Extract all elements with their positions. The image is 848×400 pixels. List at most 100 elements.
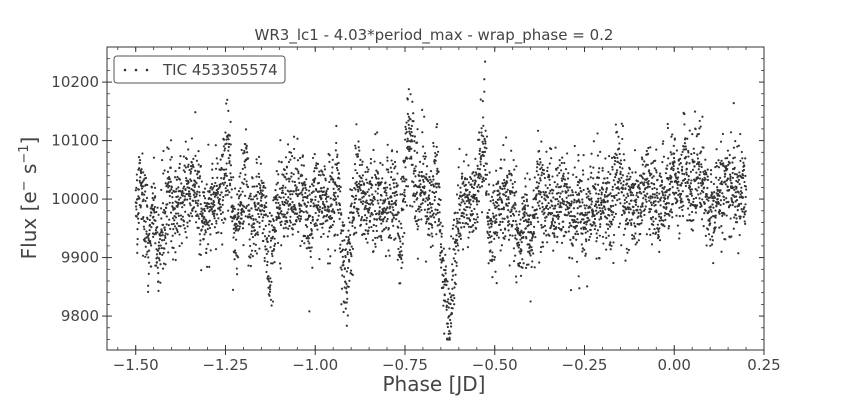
- data-point: [492, 202, 495, 205]
- data-point: [224, 172, 227, 175]
- data-point: [280, 160, 283, 164]
- data-point: [298, 181, 301, 184]
- data-point: [304, 234, 307, 238]
- data-point: [677, 193, 680, 197]
- data-point: [269, 220, 272, 223]
- data-point: [317, 181, 321, 185]
- data-point: [572, 201, 575, 204]
- data-point: [303, 203, 306, 206]
- data-point: [419, 189, 423, 192]
- data-point: [380, 236, 383, 239]
- data-point: [545, 234, 548, 237]
- data-point: [388, 207, 391, 210]
- data-point: [201, 212, 204, 215]
- data-point: [530, 265, 533, 269]
- data-point: [454, 273, 457, 276]
- data-point: [656, 196, 659, 200]
- data-point: [427, 180, 430, 183]
- data-point: [261, 216, 265, 219]
- data-point: [303, 242, 306, 245]
- data-point: [258, 247, 261, 250]
- data-point: [744, 174, 747, 177]
- data-point: [376, 131, 379, 134]
- data-point: [438, 186, 441, 189]
- data-point: [152, 222, 155, 225]
- data-point: [557, 191, 560, 194]
- data-point: [401, 235, 404, 238]
- data-point: [691, 158, 694, 161]
- data-point: [221, 211, 224, 214]
- x-tick-label: 0.25: [747, 356, 780, 374]
- data-point: [504, 228, 507, 231]
- data-point: [225, 168, 228, 171]
- data-point: [721, 183, 724, 186]
- data-point: [638, 187, 641, 190]
- data-point: [621, 137, 624, 141]
- data-point: [721, 132, 725, 136]
- data-point: [137, 188, 140, 191]
- data-point: [615, 193, 618, 197]
- data-point: [163, 169, 166, 172]
- data-point: [149, 214, 152, 217]
- data-point: [656, 223, 659, 226]
- data-point: [448, 314, 451, 318]
- x-tick-label: −0.50: [472, 356, 518, 374]
- data-point: [525, 237, 528, 240]
- data-point: [536, 187, 539, 190]
- data-point: [511, 234, 514, 237]
- data-point: [718, 176, 722, 179]
- data-point: [300, 191, 303, 194]
- data-point: [211, 162, 214, 165]
- data-point: [582, 188, 585, 192]
- data-point: [622, 194, 625, 197]
- data-point: [164, 210, 167, 213]
- data-point: [676, 183, 679, 186]
- data-point: [184, 188, 187, 192]
- data-point: [613, 163, 616, 166]
- data-point: [473, 174, 476, 177]
- data-point: [147, 261, 151, 264]
- data-point: [608, 243, 611, 246]
- data-point: [345, 235, 348, 238]
- data-point: [663, 206, 666, 209]
- data-point: [423, 185, 426, 188]
- data-point: [643, 172, 646, 175]
- data-point: [558, 159, 561, 162]
- data-point: [162, 211, 165, 214]
- data-point: [190, 137, 194, 140]
- data-point: [157, 213, 160, 216]
- data-point: [307, 189, 311, 192]
- data-point: [400, 266, 403, 270]
- data-point: [214, 191, 217, 194]
- data-point: [260, 179, 263, 182]
- data-point: [518, 243, 521, 247]
- data-point: [695, 204, 699, 207]
- data-point: [575, 224, 579, 227]
- data-point: [136, 251, 139, 254]
- data-point: [696, 189, 699, 192]
- data-point: [601, 166, 604, 170]
- data-point: [189, 170, 193, 173]
- data-point: [306, 196, 309, 200]
- data-point: [517, 227, 520, 230]
- data-point: [573, 215, 577, 218]
- data-point: [166, 233, 169, 236]
- data-point: [495, 218, 498, 221]
- data-point: [495, 169, 498, 172]
- data-point: [636, 180, 640, 183]
- data-point: [203, 197, 207, 200]
- data-point: [584, 211, 587, 214]
- data-point: [564, 214, 567, 217]
- data-point: [433, 199, 436, 202]
- data-point: [284, 226, 288, 229]
- data-point: [392, 216, 396, 219]
- data-point: [609, 192, 612, 195]
- data-point: [406, 145, 410, 148]
- data-point: [431, 235, 434, 238]
- data-point: [370, 211, 373, 215]
- data-point: [735, 217, 738, 220]
- data-point: [197, 185, 201, 188]
- data-point: [305, 247, 308, 250]
- data-point: [389, 187, 392, 191]
- data-point: [691, 229, 695, 232]
